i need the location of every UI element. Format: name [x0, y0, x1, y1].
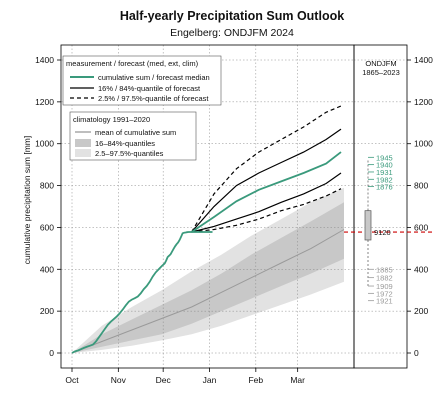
legend-clim-inner-label: 16–84%-quantiles — [95, 139, 155, 148]
wet-year-label-2: 1931 — [376, 168, 393, 177]
y-tick-label-left-2: 400 — [40, 264, 54, 274]
clim-band-outer — [72, 187, 344, 353]
y-tick-label-left-0: 0 — [49, 348, 54, 358]
current-rank-label: 9120 — [374, 228, 391, 237]
y-axis-label: cumulative precipitation sum [mm] — [22, 136, 32, 265]
y-tick-label-left-1: 200 — [40, 306, 54, 316]
wet-year-label-3: 1982 — [376, 175, 393, 184]
wet-year-label-1: 1940 — [376, 161, 393, 170]
y-tick-label-right-7: 1400 — [414, 55, 433, 65]
legend-forecast-title: measurement / forecast (med, ext, clim) — [66, 59, 199, 68]
legend-clim-title: climatology 1991–2020 — [73, 115, 150, 124]
dry-year-label-3: 1972 — [376, 289, 393, 298]
legend-clim-mean-label: mean of cumulative sum — [95, 128, 176, 137]
measurement-line — [71, 231, 213, 354]
dry-year-label-1: 1882 — [376, 274, 393, 283]
side-plot-frame — [353, 44, 408, 369]
y-tick-label-right-6: 1200 — [414, 97, 433, 107]
side-panel: 0 200 400 600 800 1000 1200 1400 9120 19451940193… — [344, 44, 433, 369]
quantile-box — [364, 210, 372, 241]
y-tick-label-left-5: 1000 — [35, 139, 54, 149]
wet-year-label-4: 1876 — [376, 183, 393, 192]
main-plot-panel: 0 200 400 600 800 1000 1200 1400 Oct Nov Dec Jan Feb… — [35, 44, 355, 385]
forecast-q84-line — [191, 128, 342, 233]
legend-q025-label: 2.5% / 97.5%-quantile of forecast — [98, 94, 209, 103]
y-tick-label-right-0: 0 — [414, 348, 419, 358]
forecast-q16-line — [191, 172, 342, 233]
y-tick-label-right-5: 1000 — [414, 139, 433, 149]
legend-climatology: climatology 1991–2020 mean of cumulative… — [69, 111, 197, 161]
y-tick-label-left-7: 1400 — [35, 55, 54, 65]
dry-year-label-2: 1909 — [376, 282, 393, 291]
y-tick-label-right-2: 400 — [414, 264, 428, 274]
x-tick-label-5: Mar — [290, 375, 305, 385]
y-tick-label-right-4: 800 — [414, 181, 428, 191]
wet-year-label-0: 1945 — [376, 153, 393, 162]
forecast-median-line — [191, 151, 342, 233]
x-tick-label-2: Dec — [156, 375, 172, 385]
side-panel-years-range: 1865–2023 — [362, 68, 400, 77]
side-panel-title: ONDJFM — [365, 59, 396, 68]
y-tick-label-right-3: 600 — [414, 222, 428, 232]
x-tick-label-1: Nov — [111, 375, 127, 385]
legend-q16-label: 16% / 84%-quantile of forecast — [98, 84, 201, 93]
x-tick-label-3: Jan — [203, 375, 217, 385]
dry-year-label-0: 1885 — [376, 265, 393, 274]
y-tick-label-left-6: 1200 — [35, 97, 54, 107]
forecast-q975-line — [191, 105, 342, 233]
legend-forecast-box — [62, 55, 222, 106]
chart-subtitle: Engelberg: ONDJFM 2024 — [170, 27, 294, 39]
y-tick-label-left-4: 800 — [40, 181, 54, 191]
x-tick-label-4: Feb — [248, 375, 263, 385]
y-tick-label-right-1: 200 — [414, 306, 428, 316]
dry-year-label-4: 1921 — [376, 297, 393, 306]
x-tick-label-0: Oct — [65, 375, 79, 385]
y-tick-label-left-3: 600 — [40, 222, 54, 232]
legend-clim-inner-swatch — [75, 139, 91, 147]
chart-title: Half-yearly Precipitation Sum Outlook — [120, 9, 344, 23]
legend-median-label: cumulative sum / forecast median — [98, 73, 210, 82]
legend-clim-outer-swatch — [75, 149, 91, 157]
forecast-q025-line — [191, 188, 342, 233]
clim-mean-line — [71, 229, 345, 354]
legend-forecast: measurement / forecast (med, ext, clim) … — [62, 55, 222, 106]
legend-clim-outer-label: 2.5–97.5%-quantiles — [95, 149, 164, 158]
